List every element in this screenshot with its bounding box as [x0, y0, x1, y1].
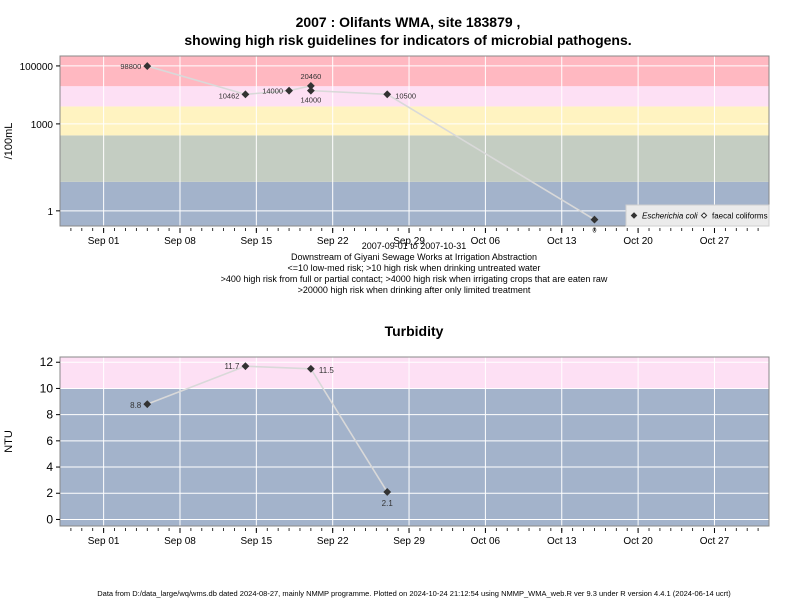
y-tick-label-0: 1 — [47, 207, 53, 218]
risk-band-1 — [60, 135, 769, 182]
data-label: 0 — [592, 226, 596, 235]
figure-title-line1: 2007 : Olifants WMA, site 183879 , — [296, 14, 521, 30]
data-label: 11.7 — [224, 362, 240, 371]
risk-band-4 — [60, 56, 769, 87]
data-point — [383, 90, 392, 99]
legend-marker-1 — [700, 212, 708, 219]
data-point — [383, 488, 392, 496]
plot-frame — [59, 55, 770, 227]
data-point — [306, 364, 315, 373]
x-tick-label-3: Sep 22 — [317, 536, 349, 547]
data-point — [590, 215, 599, 224]
x-tick-label-5: Oct 06 — [471, 536, 501, 547]
chart-legend: Escherichia coli faecal coliforms — [625, 204, 770, 227]
y-tick-label-6: 12 — [40, 355, 54, 369]
data-label: 2.1 — [382, 499, 394, 508]
figure-title-line2: showing high risk guidelines for indicat… — [184, 32, 631, 48]
x-tick-label-0: Sep 01 — [88, 236, 120, 247]
data-label: 11.5 — [319, 366, 335, 375]
x-tick-label-5: Oct 06 — [471, 236, 501, 247]
data-label: 14000 — [262, 87, 283, 96]
data-label: 20460 — [300, 72, 321, 81]
x-tick-label-4: Sep 29 — [393, 536, 425, 547]
legend-label-0: Escherichia coli — [642, 212, 698, 221]
x-tick-label-4: Sep 29 — [393, 236, 425, 247]
x-tick-label-2: Sep 15 — [240, 536, 272, 547]
microbial-chart: 1 1000 100000 Sep 01 Sep 08 Sep 15 Sep 22 Sep 2… — [3, 55, 770, 295]
data-label: 14000 — [300, 96, 321, 105]
y-tick-label-5: 10 — [40, 381, 54, 395]
y-tick-label-3: 6 — [46, 434, 53, 448]
data-label: 8.8 — [130, 401, 142, 410]
data-point — [306, 86, 315, 95]
data-point — [143, 400, 152, 409]
data-label: 98800 — [120, 62, 141, 71]
legend-box — [625, 204, 770, 227]
data-point — [241, 362, 250, 371]
y-tick-label-4: 8 — [46, 408, 53, 422]
y-axis-label: /100mL — [3, 123, 15, 160]
y-tick-label-2: 100000 — [20, 62, 54, 73]
y-tick-label-1: 2 — [46, 486, 53, 500]
x-tick-label-8: Oct 27 — [700, 536, 730, 547]
x-tick-label-6: Oct 13 — [547, 236, 577, 247]
data-label: 10500 — [395, 91, 416, 100]
x-tick-label-1: Sep 08 — [164, 236, 196, 247]
x-tick-label-1: Sep 08 — [164, 536, 196, 547]
x-tick-label-0: Sep 01 — [88, 536, 120, 547]
data-point — [143, 62, 152, 70]
x-tick-label-6: Oct 13 — [547, 536, 577, 547]
x-tick-label-7: Oct 20 — [623, 236, 653, 247]
risk-band-0 — [60, 388, 769, 526]
data-point — [241, 90, 250, 99]
y-tick-label-0: 0 — [46, 512, 53, 526]
caption-line-3: >400 high risk from full or partial cont… — [221, 274, 608, 284]
y-tick-label-2: 4 — [46, 460, 53, 474]
footer-note: Data from D:/data_large/wq/wms.db dated … — [97, 589, 731, 598]
caption-line-0: 2007-09-01 to 2007-10-31 — [362, 241, 467, 251]
data-point — [285, 86, 293, 95]
x-tick-label-2: Sep 15 — [240, 236, 272, 247]
data-label: 10462 — [219, 91, 240, 100]
plot-frame — [59, 356, 770, 527]
y-tick-label-1: 1000 — [31, 120, 54, 131]
caption-line-4: >20000 high risk when drinking after onl… — [298, 285, 531, 295]
turbidity-chart: 0 2 4 6 8 10 12 Sep 01 Sep 08 Sep 15 Sep 22 Sep 29 O… — [3, 355, 770, 547]
caption-line-2: <=10 low-med risk; >10 high risk when dr… — [288, 263, 541, 273]
x-tick-label-8: Oct 27 — [700, 236, 730, 247]
x-tick-label-7: Oct 20 — [623, 536, 653, 547]
turbidity-title: Turbidity — [385, 323, 444, 339]
x-tick-label-3: Sep 22 — [317, 236, 349, 247]
legend-label-1: faecal coliforms — [712, 212, 768, 221]
risk-band-1 — [60, 357, 769, 389]
caption-line-1: Downstream of Giyani Sewage Works at Irr… — [291, 252, 537, 262]
series-line-0 — [146, 365, 388, 493]
y-axis-label: NTU — [3, 430, 15, 453]
legend-marker-0 — [630, 212, 638, 219]
